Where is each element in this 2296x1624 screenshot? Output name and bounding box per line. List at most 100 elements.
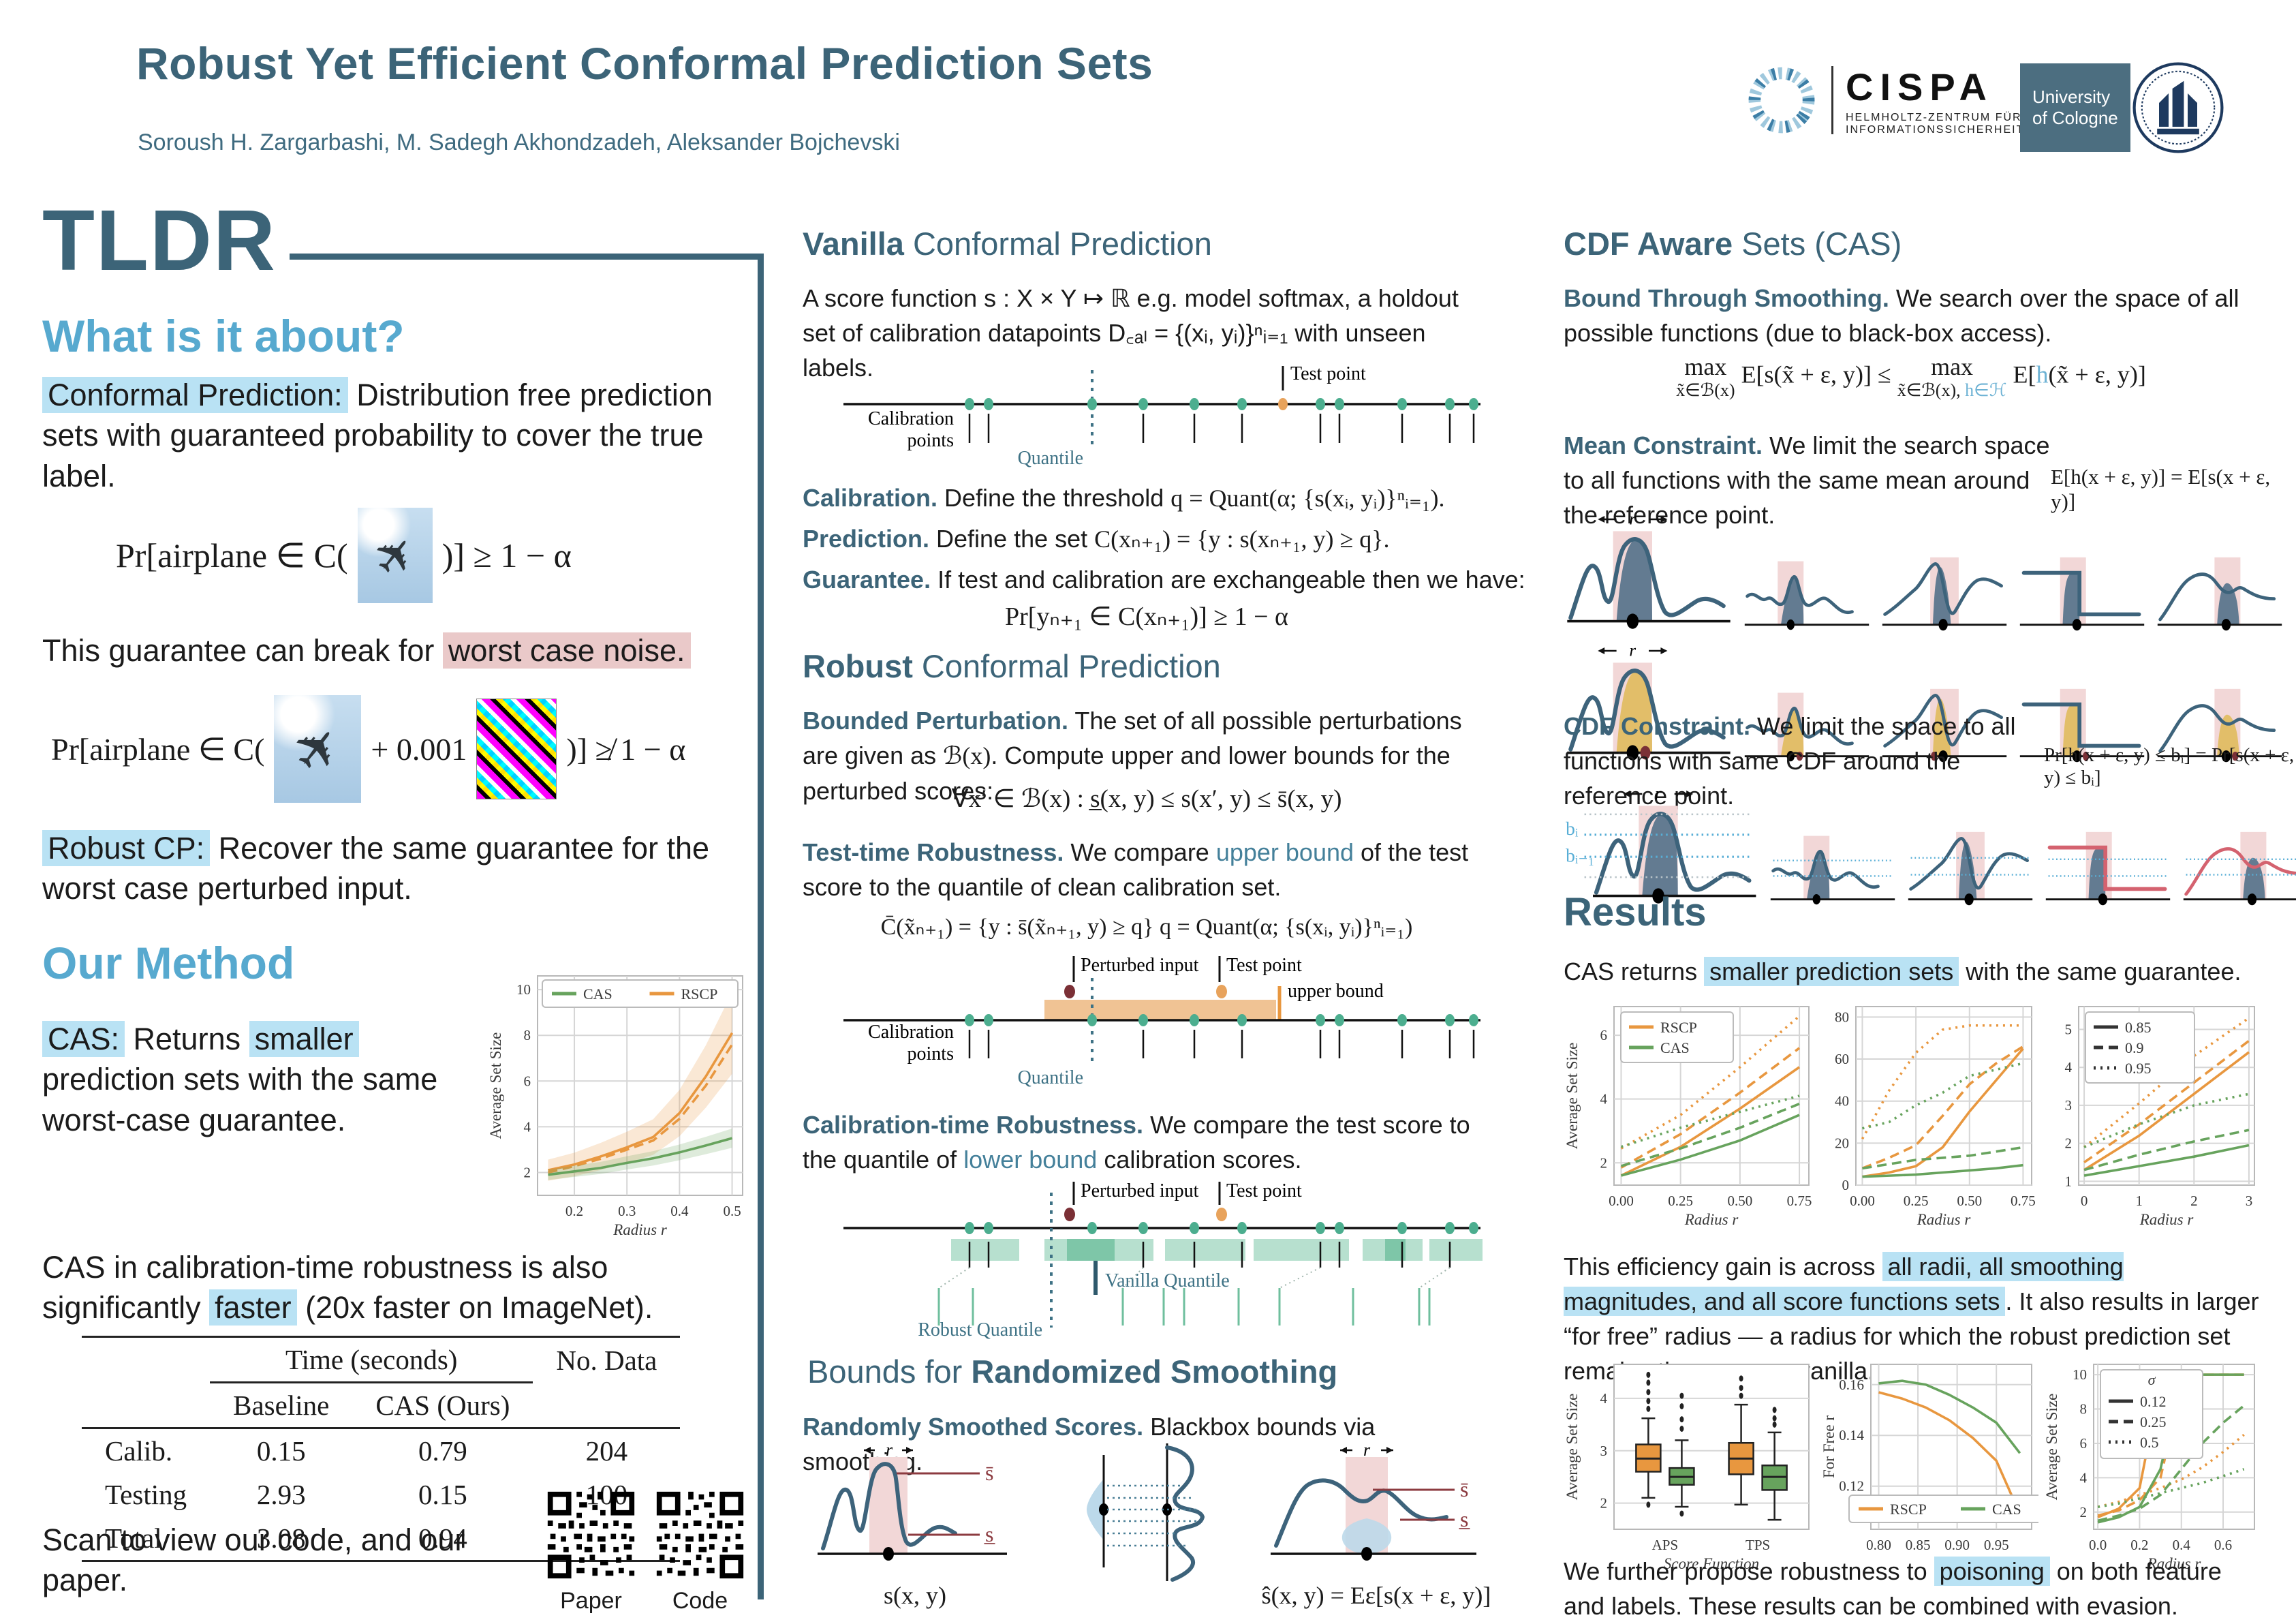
- chart-text: 3: [2065, 1097, 2073, 1114]
- boxplot-chart: 2 3 4 Score Function Average Set Size APS TPS: [1564, 1364, 1810, 1572]
- break-pre: This guarantee can break for: [42, 633, 443, 668]
- chart-text: 3: [2246, 1193, 2253, 1209]
- robust-cp-paragraph: Robust CP: Recover the same guarantee fo…: [42, 828, 744, 909]
- chart-text: 1: [2065, 1173, 2073, 1189]
- chart-text: 0.0: [2089, 1537, 2107, 1553]
- chart-text: 8: [524, 1027, 531, 1043]
- chart-text: 4: [1600, 1390, 1608, 1407]
- chart-text: 0.6: [2214, 1537, 2232, 1553]
- chart-text: 0.2: [2130, 1537, 2148, 1553]
- function-figure: [1906, 827, 2035, 911]
- svg-text:Quantile: Quantile: [1018, 448, 1083, 468]
- svg-text:Quantile: Quantile: [1018, 1067, 1083, 1087]
- function-figure: [2043, 827, 2173, 911]
- chart-text: 0.16: [1839, 1377, 1864, 1393]
- chart-text: 0.75: [1787, 1193, 1812, 1209]
- svg-text:Robust Quantile: Robust Quantile: [918, 1319, 1042, 1339]
- test-time-diagram: Perturbed input Test point upper bound C…: [843, 955, 1480, 1087]
- what-heading: What is it about?: [42, 311, 405, 361]
- page-title: Robust Yet Efficient Conformal Predictio…: [136, 38, 1153, 89]
- column-divider: [758, 254, 764, 1599]
- chart-text: 6: [524, 1073, 531, 1089]
- authors: Soroush H. Zargarbashi, M. Sadegh Akhond…: [138, 129, 900, 155]
- chart-text: 4: [2080, 1469, 2088, 1486]
- formula-broken: Pr[airplane ∈ C( ✈ + 0.001 )] ≱ 1 − α: [51, 695, 685, 803]
- svg-text:s̲: s̲: [1458, 1507, 1470, 1531]
- formula1-pre: Pr[airplane ∈ C(: [116, 536, 348, 574]
- formula1-post: )] ≥ 1 − α: [441, 536, 572, 574]
- faster-paragraph: CAS in calibration-time robustness is al…: [42, 1250, 653, 1326]
- function-figure: r: [1564, 644, 1734, 768]
- mean-constraint-figures-2: r: [1564, 644, 2284, 768]
- chart-text: 0.50: [1957, 1193, 1982, 1209]
- airplane-image: ✈: [357, 508, 433, 603]
- poisoning-highlight: poisoning: [1934, 1557, 2050, 1586]
- results-line2: This efficiency gain is across all radii…: [1564, 1252, 2259, 1385]
- function-figure: [1768, 827, 1897, 911]
- uoc-line1: University: [2032, 86, 2111, 107]
- function-figure: [2017, 684, 2147, 768]
- chart-text: Average Set Size: [487, 1032, 504, 1139]
- chart-text: 0: [2081, 1193, 2088, 1209]
- chart-text: 0.80: [1866, 1537, 1891, 1553]
- chart-text: 0.00: [1609, 1193, 1634, 1209]
- chart-text: σ: [2148, 1371, 2156, 1388]
- chart-text: CAS: [583, 985, 612, 1002]
- cispa-sub2: INFORMATIONSSICHERHEIT: [1846, 123, 2025, 136]
- svg-text:Calibration: Calibration: [868, 1022, 954, 1043]
- chart-text: 10: [2073, 1366, 2087, 1383]
- formula2-post: )] ≱ 1 − α: [566, 731, 686, 767]
- tt-formula: C̄(x̃ₙ₊₁) = {y : s̄(x̃ₙ₊₁, y) ≥ q} q = Q…: [880, 915, 1413, 940]
- function-figure: [1742, 552, 1872, 637]
- chart-text: 0: [1842, 1177, 1850, 1193]
- chart-text: 10: [516, 981, 531, 998]
- qr-paper-label: Paper: [560, 1588, 622, 1614]
- function-figure: [2155, 552, 2284, 637]
- col-time: Time (seconds): [210, 1336, 533, 1383]
- svg-text:Test point: Test point: [1290, 363, 1366, 384]
- chart-text: APS: [1652, 1537, 1679, 1553]
- chart-text: 3: [1600, 1443, 1608, 1459]
- qr-paper-image: [547, 1491, 635, 1579]
- rcp-rest: Recover the same guarantee for the worst…: [42, 831, 710, 906]
- calibration-time-diagram: Perturbed input Test point Vanilla Quant…: [843, 1180, 1483, 1339]
- method-heading: Our Method: [42, 938, 295, 988]
- function-figure: [1880, 552, 2009, 637]
- sigma-chart: 0.0 0.2 0.4 0.6 2 4 6 8 10 Radius r Average Set Si…: [2043, 1364, 2255, 1572]
- chart-text: 0.12: [2140, 1393, 2167, 1410]
- chart-text: 2: [2190, 1193, 2198, 1209]
- svg-text:s̄: s̄: [985, 1460, 993, 1485]
- chart-text: 6: [1600, 1027, 1608, 1043]
- svg-text:Perturbed input: Perturbed input: [1081, 955, 1199, 976]
- function-figure: [2017, 552, 2147, 637]
- svg-text:s̲: s̲: [983, 1522, 995, 1546]
- timing-table: Time (seconds) No. Data Baseline CAS (Ours…: [82, 1336, 681, 1562]
- function-figure: r bᵢ bᵢ₋₁: [1566, 787, 1760, 911]
- chart-text: 0.95: [1984, 1537, 2009, 1553]
- bp-formula: ∀x′ ∈ ℬ(x) : s̲(x, y) ≤ s(x′, y) ≤ s̄(x,…: [951, 785, 1342, 813]
- cp-highlight: Conformal Prediction:: [42, 377, 348, 413]
- svg-text:points: points: [907, 1043, 954, 1064]
- svg-text:Perturbed input: Perturbed input: [1081, 1180, 1199, 1201]
- bound-smoothing-paragraph: Bound Through Smoothing. We search over …: [1564, 284, 2239, 348]
- chart-text: 0.25: [1904, 1193, 1929, 1209]
- chart-text: 4: [2065, 1059, 2073, 1075]
- svg-text:points: points: [907, 430, 954, 451]
- results-line3: We further propose robustness to poisoni…: [1564, 1557, 2222, 1621]
- table-row: Total 3.08 0.94: [82, 1516, 681, 1561]
- function-figure: [1742, 684, 1872, 768]
- cispa-sub1: HELMHOLTZ-ZENTRUM FÜR: [1846, 111, 2022, 123]
- chart-text: Radius r: [2147, 1555, 2202, 1572]
- airplane-image-2: ✈: [274, 695, 362, 803]
- chart-text: 2: [1600, 1495, 1608, 1512]
- conformal-prediction-paragraph: Conformal Prediction: Distribution free …: [42, 375, 744, 496]
- chart-text: 0.85: [2125, 1019, 2152, 1036]
- bounds-heading: Bounds for Randomized Smoothing: [807, 1353, 1338, 1390]
- chart-text: TPS: [1746, 1537, 1770, 1553]
- formula2-mid: + 0.001: [371, 731, 467, 767]
- cas-paragraph: CAS: Returns smaller prediction sets wit…: [42, 1021, 438, 1137]
- smoothing-distribution-figure: [1087, 1443, 1205, 1582]
- chart-text: Average Set Size: [1564, 1394, 1581, 1501]
- calibration-line: Calibration. Define the threshold q = Qu…: [803, 484, 1445, 512]
